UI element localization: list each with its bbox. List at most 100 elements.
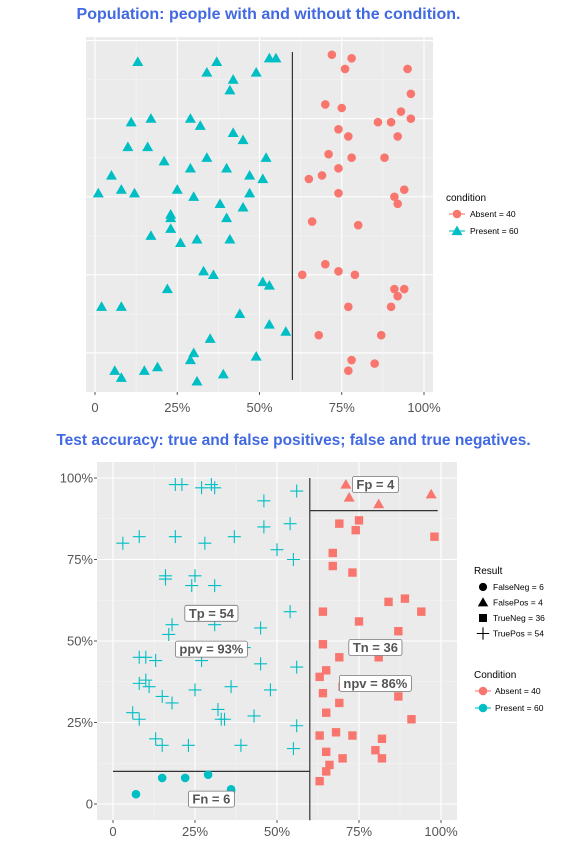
x-tick-label-1: 25%	[164, 400, 190, 415]
y-tick-label-2: 0	[86, 797, 93, 812]
stat-box-label: Fp = 4	[356, 477, 395, 492]
absent-point	[347, 54, 356, 63]
true-pos-point	[290, 484, 304, 498]
true-pos-point	[132, 712, 146, 726]
present-point	[270, 52, 282, 63]
stat-box: Fn = 6	[188, 790, 235, 808]
stat-box-frame	[184, 604, 239, 622]
absent-point	[350, 270, 360, 280]
false-pos-point	[340, 479, 352, 489]
present-point	[227, 74, 239, 84]
present-point	[184, 162, 196, 173]
stat-box-label: Tp = 54	[189, 606, 235, 621]
present-point	[125, 116, 137, 127]
true-pos-point	[224, 680, 238, 694]
present-point	[171, 184, 183, 194]
true-pos-point	[257, 520, 271, 534]
true-pos-point	[208, 579, 222, 593]
false-pos-point	[373, 498, 385, 509]
present-point	[145, 230, 157, 240]
present-point	[115, 372, 127, 382]
present-point	[280, 326, 292, 336]
present-point	[96, 301, 108, 311]
absent-point	[334, 267, 343, 276]
absent-point	[406, 114, 416, 123]
true-pos-point	[234, 738, 248, 752]
stat-box: Tn = 36	[348, 639, 403, 656]
present-point	[194, 120, 206, 130]
stat-box: Tp = 54	[184, 604, 239, 622]
x-tick-label-1: 100%	[407, 400, 441, 415]
absent-point	[344, 302, 353, 312]
present-point	[115, 184, 127, 194]
legend-condition-label: Present = 60	[495, 703, 544, 713]
true-neg-point	[328, 561, 337, 571]
true-pos-point	[116, 536, 130, 550]
true-neg-point	[384, 597, 393, 607]
present-point	[184, 113, 196, 123]
legend-condition-key	[478, 686, 488, 696]
false-neg-point	[157, 773, 167, 783]
legend-condition-title: Condition	[474, 670, 516, 681]
y-tick-label-2: 100%	[60, 471, 94, 486]
absent-point	[396, 107, 406, 116]
false-neg-point	[180, 773, 190, 783]
legend-1-title: condition	[446, 193, 486, 204]
present-point	[237, 201, 249, 212]
true-pos-point	[247, 709, 261, 723]
absent-point	[373, 117, 383, 127]
true-neg-point	[400, 594, 410, 603]
legend-condition-label: Absent = 40	[495, 686, 541, 696]
stat-box-frame	[348, 639, 403, 656]
true-pos-point	[181, 738, 195, 752]
true-neg-point	[331, 728, 341, 737]
present-point	[250, 67, 262, 77]
true-pos-point	[168, 530, 182, 544]
present-point	[217, 368, 229, 379]
present-point	[191, 233, 203, 244]
true-pos-point	[162, 627, 176, 641]
present-point	[221, 212, 233, 223]
true-pos-point	[286, 553, 300, 566]
present-point	[115, 301, 127, 311]
legend-result-key	[477, 597, 489, 607]
present-point	[152, 361, 164, 372]
absent-point	[390, 284, 399, 294]
present-point	[244, 187, 256, 198]
stat-box-label: ppv = 93%	[179, 642, 243, 657]
present-point	[257, 276, 269, 287]
true-neg-point	[417, 607, 426, 616]
x-tick-label-2: 0	[109, 824, 116, 839]
true-neg-point	[377, 754, 387, 763]
x-tick-label-1: 0	[91, 400, 98, 415]
true-pos-point	[263, 683, 277, 697]
true-pos-point	[185, 579, 199, 593]
present-point	[221, 162, 233, 173]
true-neg-point	[335, 519, 344, 528]
legend-result-label: FalsePos = 4	[493, 598, 543, 608]
present-point	[142, 141, 154, 152]
present-point	[201, 152, 213, 162]
true-pos-point	[198, 536, 212, 550]
true-neg-point	[322, 708, 331, 717]
present-point	[257, 173, 269, 184]
absent-point	[327, 50, 337, 60]
absent-point	[344, 366, 353, 376]
present-point	[165, 212, 177, 223]
true-pos-point	[257, 494, 271, 508]
chart-1-title: Population: people with and without the …	[76, 6, 461, 23]
absent-point	[337, 103, 347, 113]
stat-box-frame	[188, 790, 235, 808]
false-pos-point	[425, 488, 437, 499]
absent-point	[347, 355, 356, 365]
absent-point	[393, 199, 402, 209]
true-neg-point	[322, 767, 331, 776]
true-pos-point	[254, 657, 268, 671]
absent-point	[314, 330, 324, 340]
true-neg-point	[394, 692, 403, 701]
absent-point	[393, 132, 402, 141]
legend-result-label: FalseNeg = 6	[493, 582, 544, 592]
true-pos-point	[139, 673, 153, 687]
true-neg-point	[348, 568, 357, 577]
true-pos-point	[188, 683, 202, 697]
